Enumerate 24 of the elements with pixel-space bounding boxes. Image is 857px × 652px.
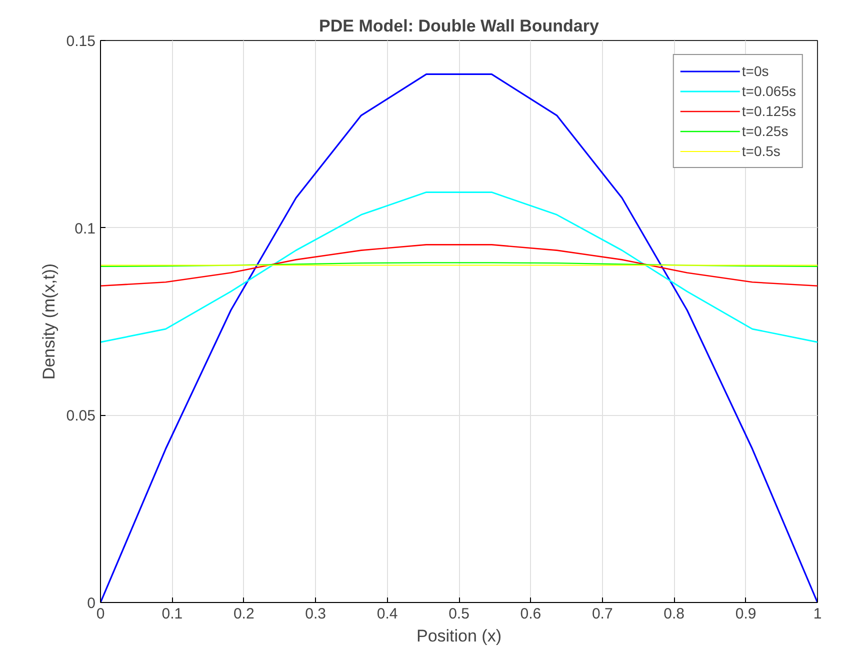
y-axis-title: Density (m(x,t)) — [39, 263, 58, 380]
x-tick-label: 0.9 — [735, 606, 756, 622]
y-tick-label: 0 — [87, 595, 96, 612]
x-tick-label: 0.5 — [448, 606, 470, 622]
legend-label: t=0.065s — [742, 83, 796, 99]
legend-label: t=0.25s — [742, 123, 788, 139]
y-tick-label: 0.1 — [74, 220, 96, 238]
y-tick-label: 0.15 — [66, 33, 96, 50]
chart-title: PDE Model: Double Wall Boundary — [319, 16, 600, 36]
legend-label: t=0s — [742, 63, 769, 79]
x-tick-label: 0.7 — [592, 606, 613, 622]
x-tick-label: 0.3 — [305, 606, 326, 622]
x-axis-title: Position (x) — [416, 626, 502, 646]
x-tick-label: 0.1 — [162, 606, 183, 622]
x-tick-label: 0.6 — [520, 606, 542, 622]
x-tick-label: 0.4 — [376, 606, 398, 622]
legend-label: t=0.5s — [742, 143, 780, 159]
x-tick-label: 1 — [813, 606, 822, 622]
line-series — [100, 192, 818, 343]
line-series — [100, 244, 818, 287]
y-tick-label: 0.05 — [66, 408, 96, 425]
legend-label: t=0.125s — [742, 103, 796, 119]
x-tick-label: 0.8 — [664, 606, 685, 622]
x-tick-label: 0.2 — [233, 606, 254, 622]
